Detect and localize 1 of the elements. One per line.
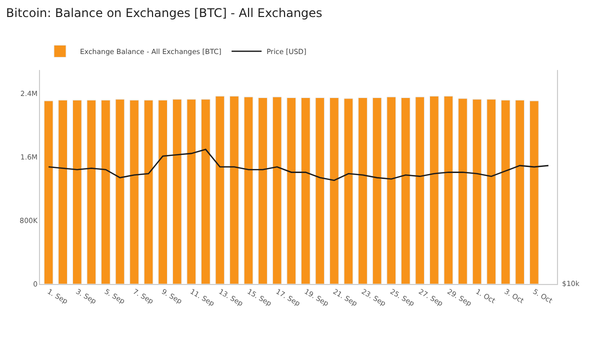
chart-title: Bitcoin: Balance on Exchanges [BTC] - All Exchanges: [6, 6, 322, 20]
